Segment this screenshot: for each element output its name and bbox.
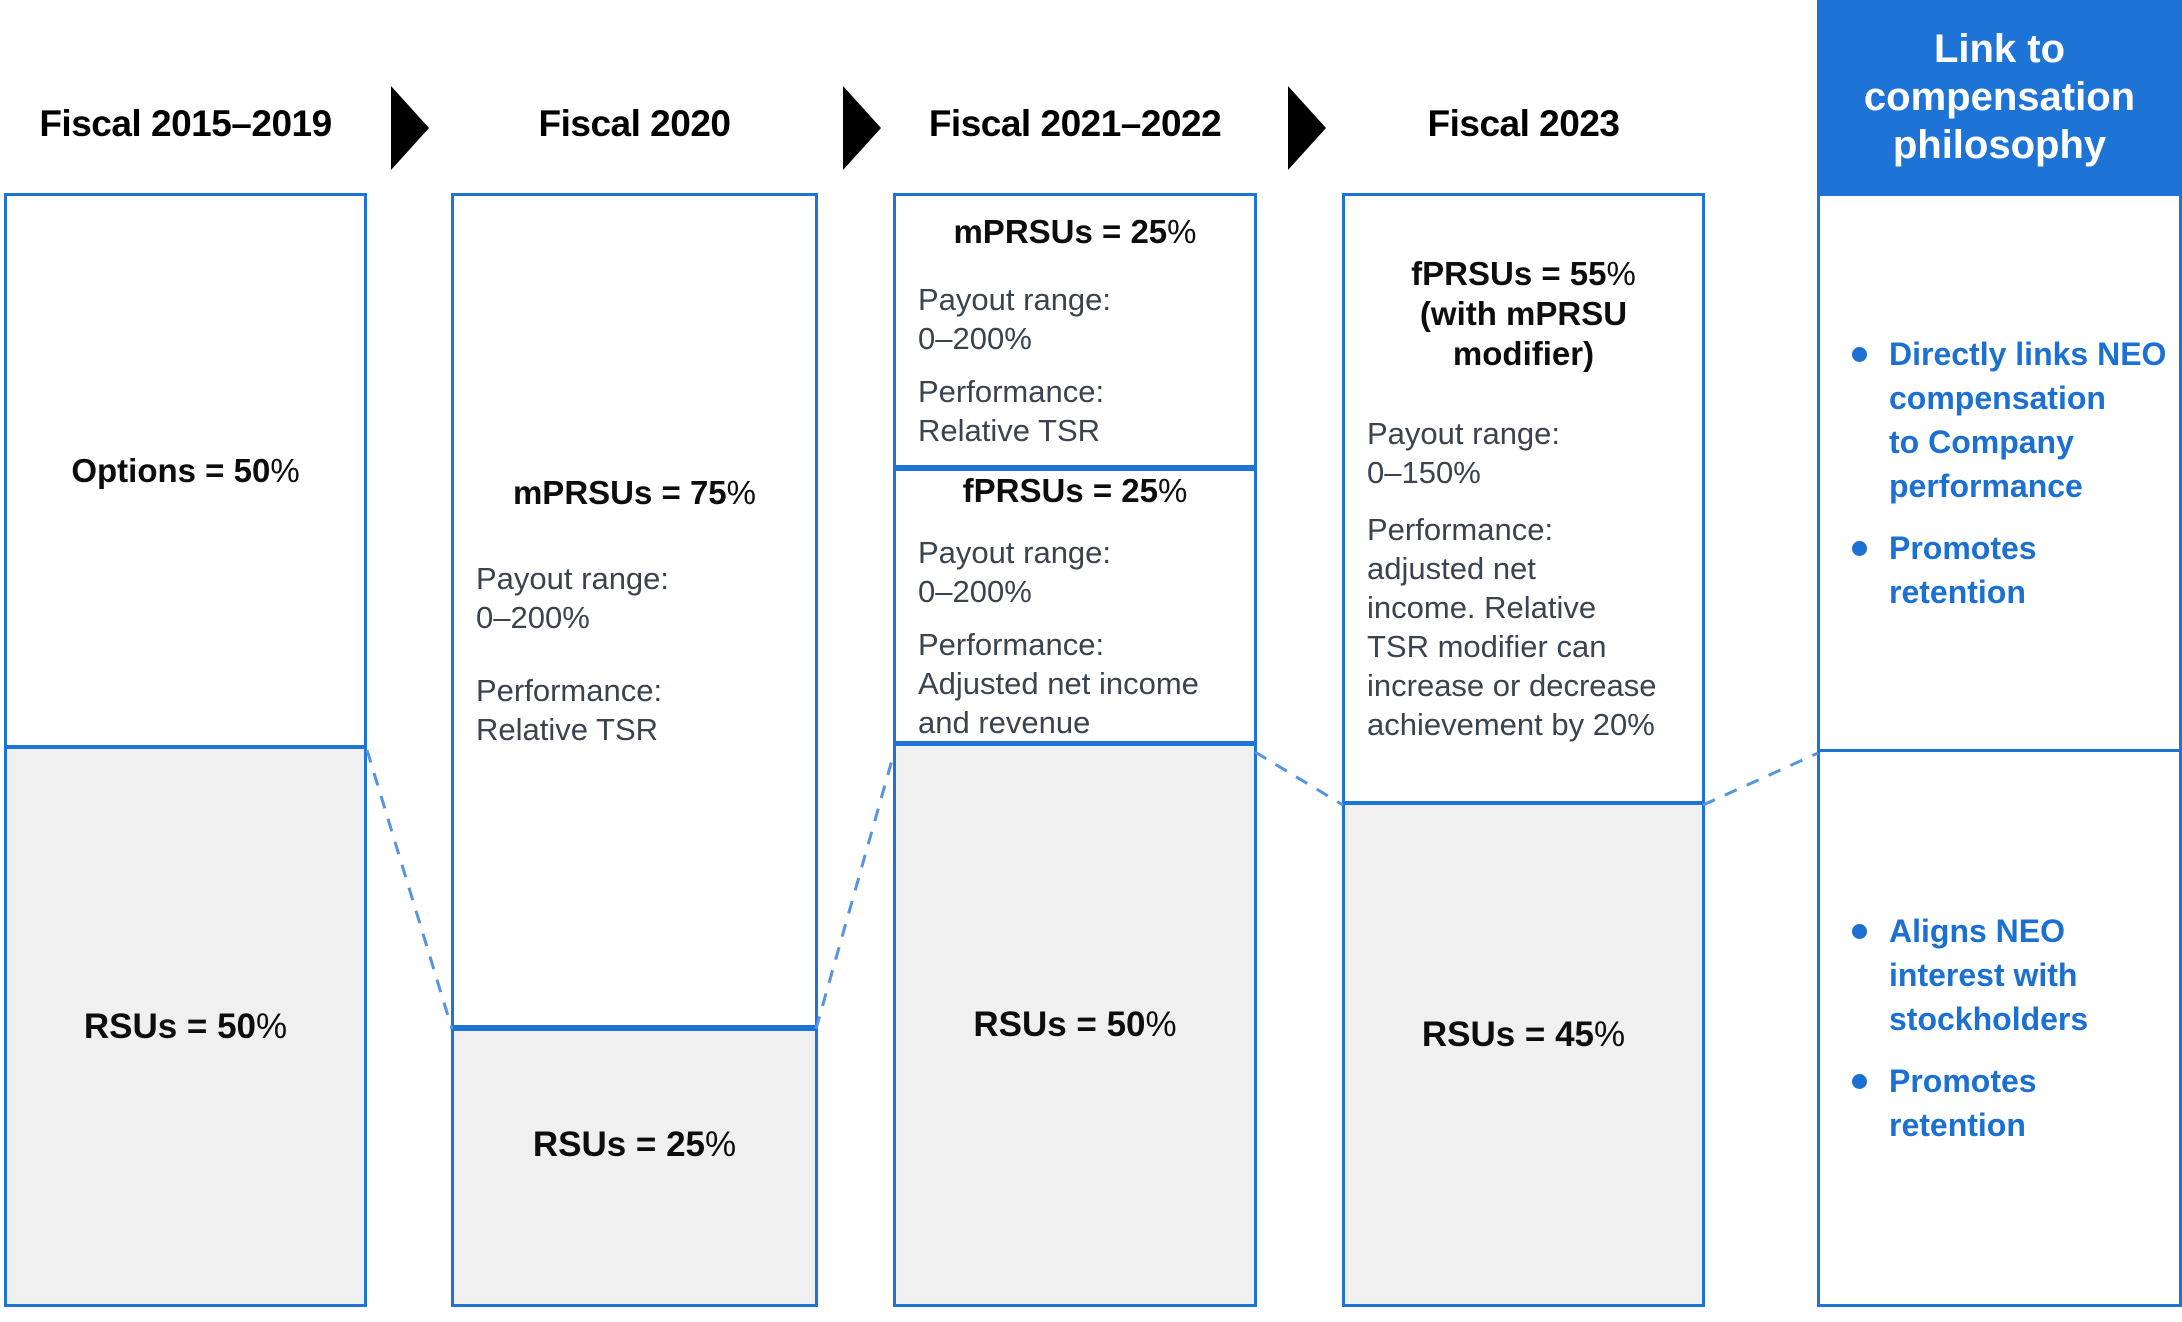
arrow-right-icon [391, 86, 429, 170]
column-fiscal-2020: mPRSUs = 75% Payout range: 0–200% Perfor… [451, 193, 818, 1307]
rsus-section: RSUs = 25% [454, 1025, 815, 1304]
philosophy-performance-section: Directly links NEO compensation to Compa… [1820, 196, 2179, 749]
fprsus-section: fPRSUs = 55% (with mPRSU modifier) Payout… [1345, 196, 1702, 801]
performance-text: Performance: Relative TSR [476, 672, 663, 747]
performance-text: Performance: adjusted net income. Relati… [1367, 511, 1657, 742]
philosophy-retention-section: Aligns NEO interest with stockholders Pr… [1820, 749, 2179, 1304]
list-item: Promotes retention [1852, 526, 2169, 614]
list-item: Promotes retention [1852, 1059, 2169, 1147]
mprsus-section: mPRSUs = 25% Payout range: 0–200% Perfor… [896, 196, 1254, 465]
options-section: Options = 50% [7, 196, 364, 745]
fprsus-headline-modifier: (with mPRSU modifier) [1419, 294, 1628, 372]
rsus-section: RSUs = 50% [7, 745, 364, 1304]
column-fiscal-2021-2022: mPRSUs = 25% Payout range: 0–200% Perfor… [893, 193, 1257, 1307]
philosophy-panel: Directly links NEO compensation to Compa… [1817, 193, 2182, 1307]
rsus-section: RSUs = 45% [1345, 801, 1702, 1304]
arrow-right-icon [1288, 86, 1326, 170]
payout-range-text: Payout range: 0–150% [1367, 415, 1561, 490]
mprsus-headline: mPRSUs = 25% [953, 212, 1197, 250]
fprsus-headline: fPRSUs = 25% [962, 471, 1188, 509]
dashed-connector [814, 752, 896, 1030]
fprsus-section: fPRSUs = 25% Payout range: 0–200% Perfor… [896, 465, 1254, 741]
rsus-headline: RSUs = 50% [83, 1006, 288, 1046]
bullet-dot-icon [1852, 924, 1867, 939]
rsus-headline: RSUs = 25% [532, 1124, 737, 1164]
rsus-headline: RSUs = 45% [1421, 1014, 1626, 1054]
mprsus-section: mPRSUs = 75% Payout range: 0–200% Perfor… [454, 196, 815, 1025]
fprsus-headline: fPRSUs = 55% (with mPRSU modifier) [1367, 254, 1680, 374]
bullet-text: Promotes retention [1889, 1063, 2037, 1143]
payout-range-text: Payout range: 0–200% [476, 560, 670, 635]
column-header-fiscal-2020: Fiscal 2020 [538, 103, 731, 144]
bullet-dot-icon [1852, 1074, 1867, 1089]
rsus-headline: RSUs = 50% [973, 1005, 1177, 1044]
bullet-dot-icon [1852, 346, 1867, 362]
column-header-fiscal-2023: Fiscal 2023 [1427, 103, 1620, 144]
bullet-dot-icon [1852, 540, 1867, 556]
bullet-text: Aligns NEO interest with stockholders [1889, 913, 2089, 1037]
list-item: Aligns NEO interest with stockholders [1852, 909, 2169, 1041]
bullet-text: Promotes retention [1889, 529, 2037, 610]
dashed-connector [1254, 750, 1344, 807]
payout-range-text: Payout range: 0–200% [918, 281, 1112, 356]
performance-text: Performance: Adjusted net income and rev… [918, 626, 1199, 740]
bullet-text: Directly links NEO compensation to Compa… [1889, 335, 2167, 504]
column-header-fiscal-2015-2019: Fiscal 2015–2019 [39, 103, 332, 144]
options-headline: Options = 50% [71, 451, 300, 489]
philosophy-header: Link to compensation philosophy [1817, 0, 2182, 193]
performance-text: Performance: Relative TSR [918, 373, 1105, 448]
mprsus-headline: mPRSUs = 75% [512, 473, 757, 511]
column-header-fiscal-2021-2022: Fiscal 2021–2022 [928, 103, 1222, 144]
dashed-connector [1702, 751, 1819, 807]
payout-range-text: Payout range: 0–200% [918, 534, 1112, 609]
dashed-connector [365, 749, 454, 1030]
rsus-section: RSUs = 50% [896, 741, 1254, 1304]
list-item: Directly links NEO compensation to Compa… [1852, 332, 2169, 508]
column-fiscal-2023: fPRSUs = 55% (with mPRSU modifier) Payout… [1342, 193, 1705, 1307]
column-fiscal-2015-2019: Options = 50% RSUs = 50% [4, 193, 367, 1307]
arrow-right-icon [843, 86, 881, 170]
